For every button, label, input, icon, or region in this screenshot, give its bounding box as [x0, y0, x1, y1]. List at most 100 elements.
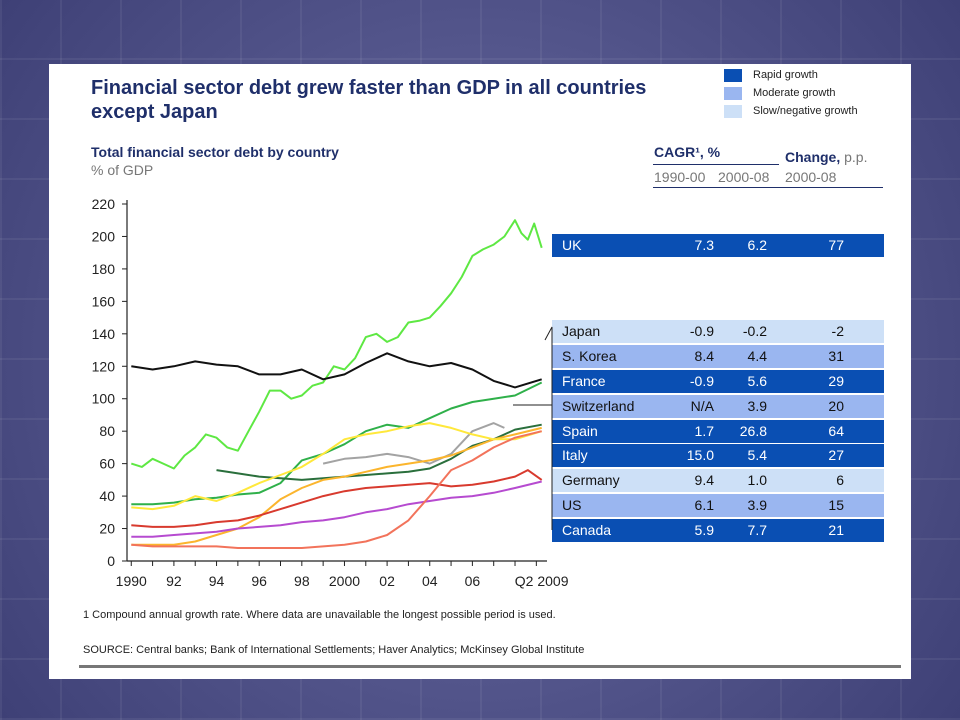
row-change: 20 — [828, 398, 844, 414]
row-cagr-1990-00: N/A — [690, 398, 714, 414]
x-tick-label: 2000 — [329, 573, 360, 589]
row-change: -2 — [831, 323, 844, 339]
row-cagr-2000-08: 1.0 — [747, 472, 767, 488]
row-name: Canada — [562, 522, 612, 538]
row-name: Japan — [562, 323, 601, 339]
series-line-japan — [131, 352, 542, 389]
legend-label-rapid: Rapid growth — [753, 69, 818, 81]
series-line-italy — [131, 422, 542, 511]
y-tick-label: 200 — [92, 228, 116, 244]
table-row: Switzerland N/A 3.9 20 — [552, 395, 884, 418]
table-row: US 6.1 3.9 15 — [552, 494, 884, 517]
legend-item-moderate: Moderate growth — [724, 84, 858, 102]
x-tick-label: 92 — [166, 573, 182, 589]
row-cagr-2000-08: 5.6 — [747, 373, 767, 389]
y-tick-label: 140 — [92, 326, 116, 342]
series-line-germany — [131, 469, 543, 528]
row-change: 31 — [828, 348, 844, 364]
table-row: France -0.9 5.6 29 — [552, 370, 884, 393]
table-row: UK 7.3 6.2 77 — [552, 234, 884, 257]
row-name: Germany — [562, 472, 620, 488]
chart-unit: % of GDP — [91, 162, 154, 178]
y-tick-label: 80 — [99, 423, 115, 439]
series-line-us — [131, 480, 542, 538]
row-change: 6 — [836, 472, 844, 488]
x-tick-label: 98 — [294, 573, 310, 589]
cagr-header-rule — [653, 164, 779, 165]
y-tick-label: 0 — [107, 553, 115, 569]
y-tick-label: 20 — [99, 521, 115, 537]
footnote: 1 Compound annual growth rate. Where dat… — [83, 609, 556, 621]
row-name: Spain — [562, 423, 598, 439]
y-tick-label: 60 — [99, 456, 115, 472]
row-name: France — [562, 373, 606, 389]
x-tick-label: 96 — [251, 573, 267, 589]
x-tick-label: Q2 2009 — [515, 573, 569, 589]
row-name: Switzerland — [562, 398, 635, 414]
table-connector-bracket — [544, 326, 553, 530]
row-cagr-2000-08: 4.4 — [747, 348, 767, 364]
col-header-1990-00: 1990-00 — [654, 169, 706, 185]
y-tick-label: 100 — [92, 391, 116, 407]
page-title: Financial sector debt grew faster than G… — [91, 77, 647, 123]
row-cagr-2000-08: 6.2 — [747, 237, 767, 253]
legend-swatch-moderate — [724, 86, 742, 100]
x-tick-label: 94 — [209, 573, 225, 589]
row-cagr-1990-00: -0.9 — [689, 373, 714, 389]
row-name: US — [562, 497, 582, 513]
row-cagr-1990-00: 5.9 — [694, 522, 714, 538]
series-line-spain — [131, 426, 542, 546]
bottom-rule — [79, 665, 901, 668]
y-tick-label: 120 — [92, 358, 116, 374]
cagr-header: CAGR¹, % — [654, 144, 721, 160]
row-change: 29 — [828, 373, 844, 389]
table-header-rule — [653, 187, 883, 188]
row-cagr-2000-08: 7.7 — [747, 522, 767, 538]
row-cagr-1990-00: 8.4 — [694, 348, 714, 364]
y-tick-label: 160 — [92, 293, 116, 309]
x-tick-label: 1990 — [116, 573, 147, 589]
x-tick-label: 04 — [422, 573, 438, 589]
row-cagr-1990-00: 1.7 — [694, 423, 714, 439]
y-tick-label: 180 — [92, 261, 116, 277]
series-line-canada — [131, 430, 542, 549]
table-row: Spain 1.7 26.8 64 — [552, 420, 884, 443]
x-tick-label: 02 — [379, 573, 395, 589]
change-header-unit: p.p. — [844, 149, 868, 165]
change-header-label: Change, — [785, 149, 841, 165]
row-change: 77 — [828, 237, 844, 253]
row-name: Italy — [562, 447, 588, 463]
row-cagr-2000-08: 26.8 — [739, 423, 767, 439]
growth-legend: Rapid growth Moderate growth Slow/negati… — [724, 66, 858, 120]
legend-swatch-slow — [724, 104, 742, 118]
series-line-switzerland — [322, 422, 505, 465]
change-header: Change, p.p. — [785, 149, 867, 165]
row-cagr-2000-08: -0.2 — [742, 323, 767, 339]
row-cagr-2000-08: 5.4 — [747, 447, 767, 463]
row-cagr-1990-00: 7.3 — [694, 237, 714, 253]
legend-label-slow: Slow/negative growth — [753, 105, 858, 117]
row-name: UK — [562, 237, 582, 253]
legend-label-moderate: Moderate growth — [753, 87, 836, 99]
row-cagr-2000-08: 3.9 — [747, 497, 767, 513]
col-header-2000-08: 2000-08 — [718, 169, 770, 185]
chart-subtitle: Total financial sector debt by country — [91, 144, 339, 160]
y-tick-label: 220 — [92, 196, 116, 212]
row-name: S. Korea — [562, 348, 617, 364]
table-row: Japan -0.9 -0.2 -2 — [552, 320, 884, 343]
col-header-change-2000-08: 2000-08 — [785, 169, 837, 185]
legend-item-rapid: Rapid growth — [724, 66, 858, 84]
row-change: 64 — [828, 423, 844, 439]
row-cagr-1990-00: 6.1 — [694, 497, 714, 513]
table-row: Italy 15.0 5.4 27 — [552, 444, 884, 467]
table-row: Canada 5.9 7.7 21 — [552, 519, 884, 542]
row-cagr-1990-00: 15.0 — [686, 447, 714, 463]
row-cagr-1990-00: -0.9 — [689, 323, 714, 339]
row-cagr-2000-08: 3.9 — [747, 398, 767, 414]
row-cagr-1990-00: 9.4 — [694, 472, 714, 488]
x-tick-label: 06 — [465, 573, 481, 589]
y-tick-label: 40 — [99, 488, 115, 504]
row-change: 21 — [828, 522, 844, 538]
slide: Financial sector debt grew faster than G… — [49, 64, 911, 679]
